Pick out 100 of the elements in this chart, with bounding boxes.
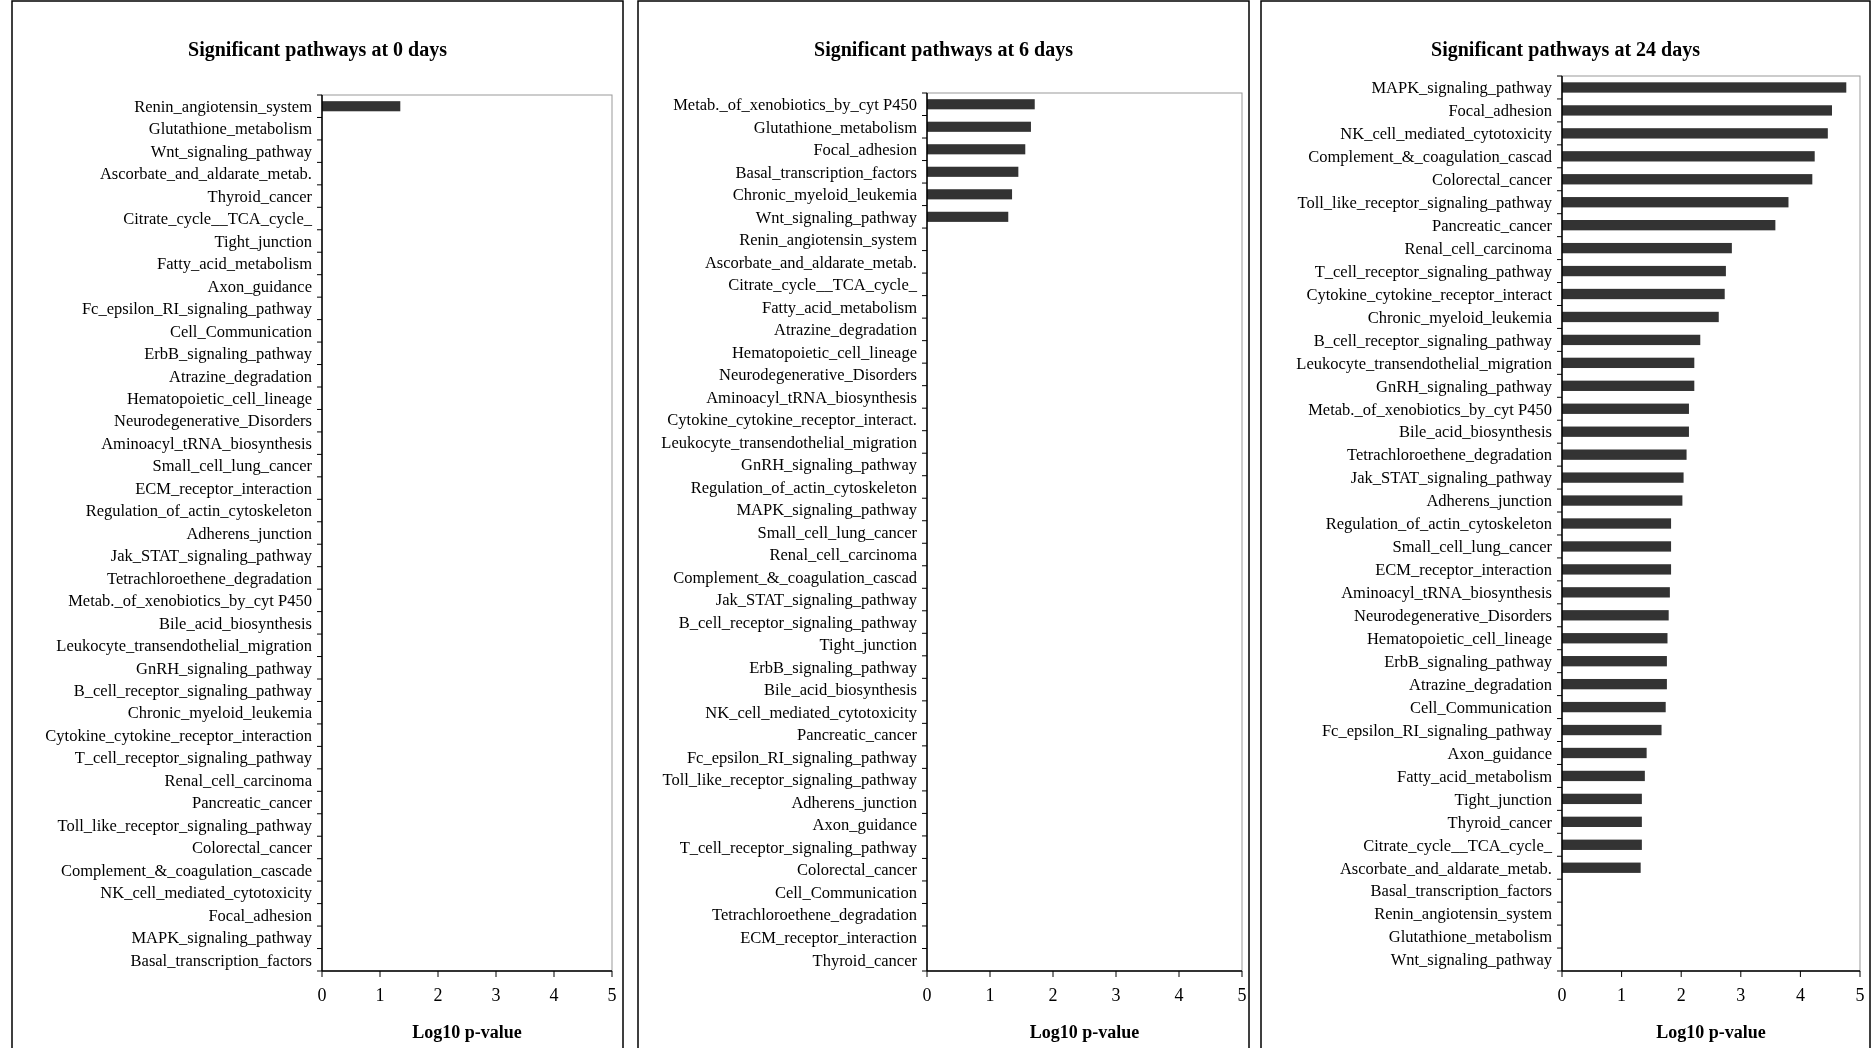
y-tick-label: Focal_adhesion xyxy=(813,140,917,160)
y-tick-label: Renin_angiotensin_system xyxy=(739,230,918,250)
y-tick-label: Pancreatic_cancer xyxy=(192,793,313,813)
bar xyxy=(1562,770,1645,782)
y-tick-label: Fc_epsilon_RI_signaling_pathway xyxy=(1321,720,1553,740)
bar xyxy=(1562,288,1725,300)
bar xyxy=(1562,541,1672,552)
bar xyxy=(1562,197,1789,208)
x-tick-label: 5 xyxy=(1855,985,1865,1005)
y-tick-label: Fatty_acid_metabolism xyxy=(1397,766,1553,786)
y-tick-label: Chronic_myeloid_leukemia xyxy=(127,703,313,723)
bar xyxy=(1562,701,1666,713)
y-tick-label: Aminoacyl_tRNA_biosynthesis xyxy=(706,387,917,407)
y-tick-label: Renin_angiotensin_system xyxy=(134,97,313,117)
y-tick-label: Complement_&_coagulation_cascade xyxy=(60,860,312,880)
bar xyxy=(1562,220,1776,231)
x-tick-label: 0 xyxy=(1557,985,1567,1005)
y-tick-label: Tetrachloroethene_degradation xyxy=(712,905,917,925)
y-tick-label: Atrazine_degradation xyxy=(169,366,312,386)
x-tick-label: 4 xyxy=(1174,985,1184,1005)
y-tick-label: Fc_epsilon_RI_signaling_pathway xyxy=(686,747,918,767)
y-tick-label: Cytokine_cytokine_receptor_interaction xyxy=(45,725,312,745)
y-tick-label: Basal_transcription_factors xyxy=(130,950,312,970)
y-tick-label: Bile_acid_biosynthesis xyxy=(158,613,312,633)
y-tick-label: T_cell_receptor_signaling_pathway xyxy=(1314,261,1553,281)
bar xyxy=(1562,656,1667,667)
x-tick-label: 1 xyxy=(985,985,995,1005)
y-tick-label: B_cell_receptor_signaling_pathway xyxy=(1313,330,1553,350)
y-tick-label: Chronic_myeloid_leukemia xyxy=(1367,307,1553,327)
chart-title: Significant pathways at 0 days xyxy=(188,38,448,61)
y-tick-label: Tight_junction xyxy=(214,231,312,251)
y-tick-label: Cell_Communication xyxy=(1409,697,1552,717)
y-tick-label: Fatty_acid_metabolism xyxy=(762,297,918,317)
x-tick-label: 4 xyxy=(1795,985,1805,1005)
bar xyxy=(1562,678,1667,690)
y-tick-label: GnRH_signaling_pathway xyxy=(1376,376,1553,396)
x-tick-label: 2 xyxy=(1676,985,1686,1005)
bar xyxy=(1562,265,1726,277)
bar xyxy=(1562,426,1689,437)
bar xyxy=(1562,724,1662,736)
x-tick-label: 5 xyxy=(607,985,617,1005)
y-tick-label: MAPK_signaling_pathway xyxy=(736,500,918,520)
bar xyxy=(1562,242,1732,254)
y-tick-label: NK_cell_mediated_cytotoxicity xyxy=(705,702,918,722)
bar xyxy=(1562,174,1813,185)
bar xyxy=(1562,747,1647,759)
y-tick-label: Neurodegenerative_Disorders xyxy=(114,411,312,431)
y-tick-label: GnRH_signaling_pathway xyxy=(136,658,313,678)
y-tick-label: Small_cell_lung_cancer xyxy=(757,522,918,542)
y-tick-label: Complement_&_coagulation_cascad xyxy=(673,567,918,587)
y-tick-label: Fatty_acid_metabolism xyxy=(157,254,313,274)
y-tick-label: Wnt_signaling_pathway xyxy=(1390,950,1553,970)
y-tick-label: Cytokine_cytokine_receptor_interact xyxy=(1306,284,1553,304)
x-tick-label: 3 xyxy=(491,985,501,1005)
x-tick-label: 0 xyxy=(317,985,327,1005)
y-tick-label: Atrazine_degradation xyxy=(1409,674,1552,694)
y-tick-label: Jak_STAT_signaling_pathway xyxy=(1350,468,1553,488)
y-tick-label: Focal_adhesion xyxy=(208,905,312,925)
y-tick-label: MAPK_signaling_pathway xyxy=(131,928,313,948)
bar xyxy=(1562,564,1672,575)
y-tick-label: B_cell_receptor_signaling_pathway xyxy=(73,681,313,701)
bar xyxy=(1562,472,1684,483)
y-tick-label: Metab._of_xenobiotics_by_cyt P450 xyxy=(68,591,312,611)
bar xyxy=(1562,449,1687,460)
bar xyxy=(1562,128,1828,139)
y-tick-label: Hematopoietic_cell_lineage xyxy=(731,342,917,362)
y-tick-label: Thyroid_cancer xyxy=(207,186,313,206)
y-tick-label: Complement_&_coagulation_cascad xyxy=(1308,147,1553,167)
y-tick-label: Metab._of_xenobiotics_by_cyt P450 xyxy=(1308,399,1552,419)
bar xyxy=(1562,357,1695,369)
y-tick-label: Axon_guidance xyxy=(812,815,917,835)
y-tick-label: Regulation_of_actin_cytoskeleton xyxy=(1325,514,1552,534)
bar xyxy=(1562,633,1668,644)
bar xyxy=(1562,495,1683,506)
y-tick-label: Regulation_of_actin_cytoskeleton xyxy=(85,501,312,521)
x-axis-title: Log10 p-value xyxy=(1029,1022,1140,1042)
bar xyxy=(1562,816,1642,827)
y-tick-label: Adherens_junction xyxy=(791,792,917,812)
bar xyxy=(1562,151,1815,162)
y-tick-label: ErbB_signaling_pathway xyxy=(1384,651,1553,671)
y-tick-label: Regulation_of_actin_cytoskeleton xyxy=(690,477,917,497)
y-tick-label: Metab._of_xenobiotics_by_cyt P450 xyxy=(673,95,917,115)
y-tick-label: Basal_transcription_factors xyxy=(735,162,917,182)
y-tick-label: Neurodegenerative_Disorders xyxy=(1354,606,1552,626)
y-tick-label: Bile_acid_biosynthesis xyxy=(1398,422,1552,442)
bar xyxy=(1562,334,1701,346)
y-tick-label: Focal_adhesion xyxy=(1448,101,1552,121)
x-tick-label: 3 xyxy=(1736,985,1746,1005)
y-tick-label: Colorectal_cancer xyxy=(796,860,918,880)
y-tick-label: Chronic_myeloid_leukemia xyxy=(732,185,918,205)
y-tick-label: Wnt_signaling_pathway xyxy=(150,141,313,161)
y-tick-label: ECM_receptor_interaction xyxy=(1375,560,1552,580)
x-tick-label: 1 xyxy=(375,985,385,1005)
y-tick-label: Citrate_cycle__TCA_cycle_ xyxy=(123,209,313,229)
y-tick-label: Ascorbate_and_aldarate_metab. xyxy=(1339,858,1552,878)
y-tick-label: Leukocyte_transendothelial_migration xyxy=(661,432,917,452)
y-tick-label: Aminoacyl_tRNA_biosynthesis xyxy=(1341,583,1552,603)
y-tick-label: Atrazine_degradation xyxy=(774,320,917,340)
y-tick-label: Tetrachloroethene_degradation xyxy=(1347,445,1552,465)
y-tick-label: Small_cell_lung_cancer xyxy=(152,456,313,476)
